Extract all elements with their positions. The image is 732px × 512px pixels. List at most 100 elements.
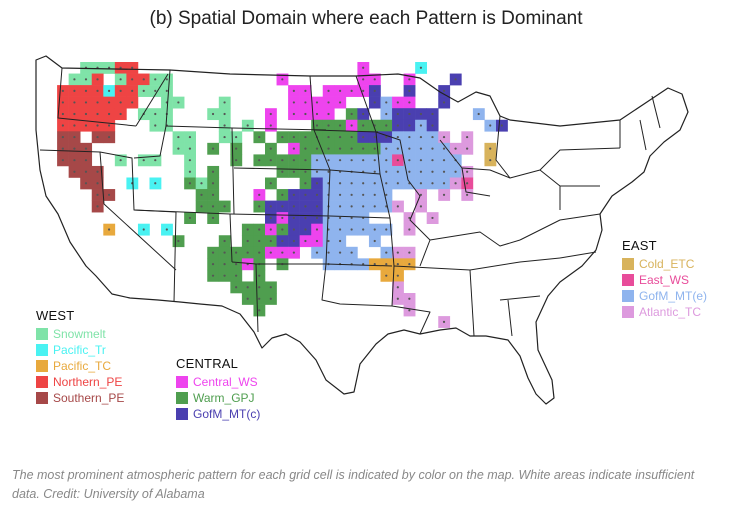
- grid-dot: [269, 251, 272, 254]
- grid-dot: [73, 89, 76, 92]
- grid-dot: [350, 216, 353, 220]
- grid-dot: [304, 89, 307, 92]
- grid-dot: [315, 193, 319, 196]
- grid-dot: [258, 239, 261, 243]
- state-border: [495, 115, 561, 210]
- grid-dot: [327, 101, 330, 104]
- legend-label: Snowmelt: [53, 327, 106, 341]
- grid-dot: [119, 101, 122, 104]
- grid-dot: [188, 182, 192, 185]
- grid-dot: [188, 170, 192, 173]
- grid-dot: [315, 112, 319, 116]
- grid-dot: [154, 78, 157, 81]
- grid-dot: [165, 228, 168, 231]
- grid-dot: [396, 205, 399, 208]
- grid-dot: [84, 112, 88, 116]
- grid-dot: [431, 124, 434, 127]
- grid-dot: [73, 101, 76, 104]
- grid-dot: [281, 239, 284, 243]
- grid-dot: [292, 239, 295, 243]
- grid-dot: [454, 78, 457, 81]
- grid-dot: [211, 112, 215, 116]
- grid-dot: [119, 159, 122, 162]
- grid-dot: [304, 228, 307, 231]
- grid-dot: [281, 251, 284, 254]
- grid-dot: [223, 274, 226, 277]
- grid-dot: [362, 135, 365, 139]
- grid-dot: [177, 147, 180, 150]
- grid-dot: [223, 112, 226, 116]
- legend-swatch: [36, 344, 48, 356]
- state-border: [229, 213, 331, 217]
- state-border: [391, 305, 431, 335]
- legend-heading: WEST: [36, 308, 75, 323]
- grid-dot: [223, 263, 226, 266]
- grid-dot: [408, 251, 411, 254]
- grid-dot: [338, 228, 342, 231]
- grid-dot: [454, 147, 457, 150]
- grid-dot: [235, 286, 238, 289]
- grid-dot: [373, 193, 376, 196]
- grid-dot: [131, 101, 134, 104]
- grid-dot: [419, 193, 423, 196]
- grid-dot: [362, 159, 365, 162]
- grid-dot: [107, 228, 111, 231]
- grid-dot: [315, 182, 319, 185]
- grid-dot: [385, 147, 388, 150]
- state-borders: [35, 55, 689, 405]
- grid-dot: [84, 170, 88, 173]
- grid-dot: [419, 147, 423, 150]
- state-border: [57, 67, 137, 127]
- grid-dot: [396, 297, 399, 300]
- grid-dot: [165, 78, 168, 81]
- grid-dot: [269, 216, 272, 220]
- grid-dot: [419, 66, 423, 69]
- legend-label: GofM_MT(e): [639, 289, 708, 303]
- grid-dot: [385, 170, 388, 173]
- grid-dot: [211, 274, 215, 277]
- grid-dot: [385, 182, 388, 185]
- grid-dot: [84, 78, 88, 81]
- grid-dot: [73, 78, 76, 81]
- grid-dot: [350, 147, 353, 150]
- grid-dot: [419, 182, 423, 185]
- grid-dot: [466, 147, 469, 150]
- grid-dot: [385, 263, 388, 266]
- grid-dot: [385, 135, 388, 139]
- grid-dot: [269, 297, 272, 300]
- grid-dot: [258, 297, 261, 300]
- grid-dot: [235, 147, 238, 150]
- legend-swatch: [622, 258, 634, 270]
- grid-dot: [304, 239, 307, 243]
- grid-dot: [327, 170, 330, 173]
- grid-dot: [281, 78, 284, 81]
- grid-dot: [385, 112, 388, 116]
- grid-dot: [442, 135, 446, 139]
- grid-dot: [442, 320, 446, 323]
- figure-caption: The most prominent atmospheric pattern f…: [12, 468, 695, 501]
- grid-dot: [408, 297, 411, 300]
- grid-dot: [188, 135, 192, 139]
- grid-dot: [200, 205, 203, 208]
- grid-dot: [408, 78, 411, 81]
- grid-dot: [211, 263, 215, 266]
- grid-dot: [96, 193, 99, 196]
- grid-dot: [154, 89, 157, 92]
- grid-dot: [373, 135, 376, 139]
- grid-dot: [489, 124, 492, 127]
- grid-dot: [338, 159, 342, 162]
- grid-dot: [107, 89, 111, 92]
- grid-dot: [292, 251, 295, 254]
- figure: (b) Spatial Domain where each Pattern is…: [35, 8, 708, 421]
- grid-dot: [73, 147, 76, 150]
- state-border: [135, 73, 169, 127]
- grid-dot: [258, 286, 261, 289]
- legend-label: Central_WS: [193, 375, 258, 389]
- grid-dot: [223, 101, 226, 104]
- grid-dot: [304, 170, 307, 173]
- legend-swatch: [36, 392, 48, 404]
- grid-dot: [96, 89, 99, 92]
- grid-dot: [211, 251, 215, 254]
- grid-dot: [223, 124, 226, 127]
- grid-dot: [362, 228, 365, 231]
